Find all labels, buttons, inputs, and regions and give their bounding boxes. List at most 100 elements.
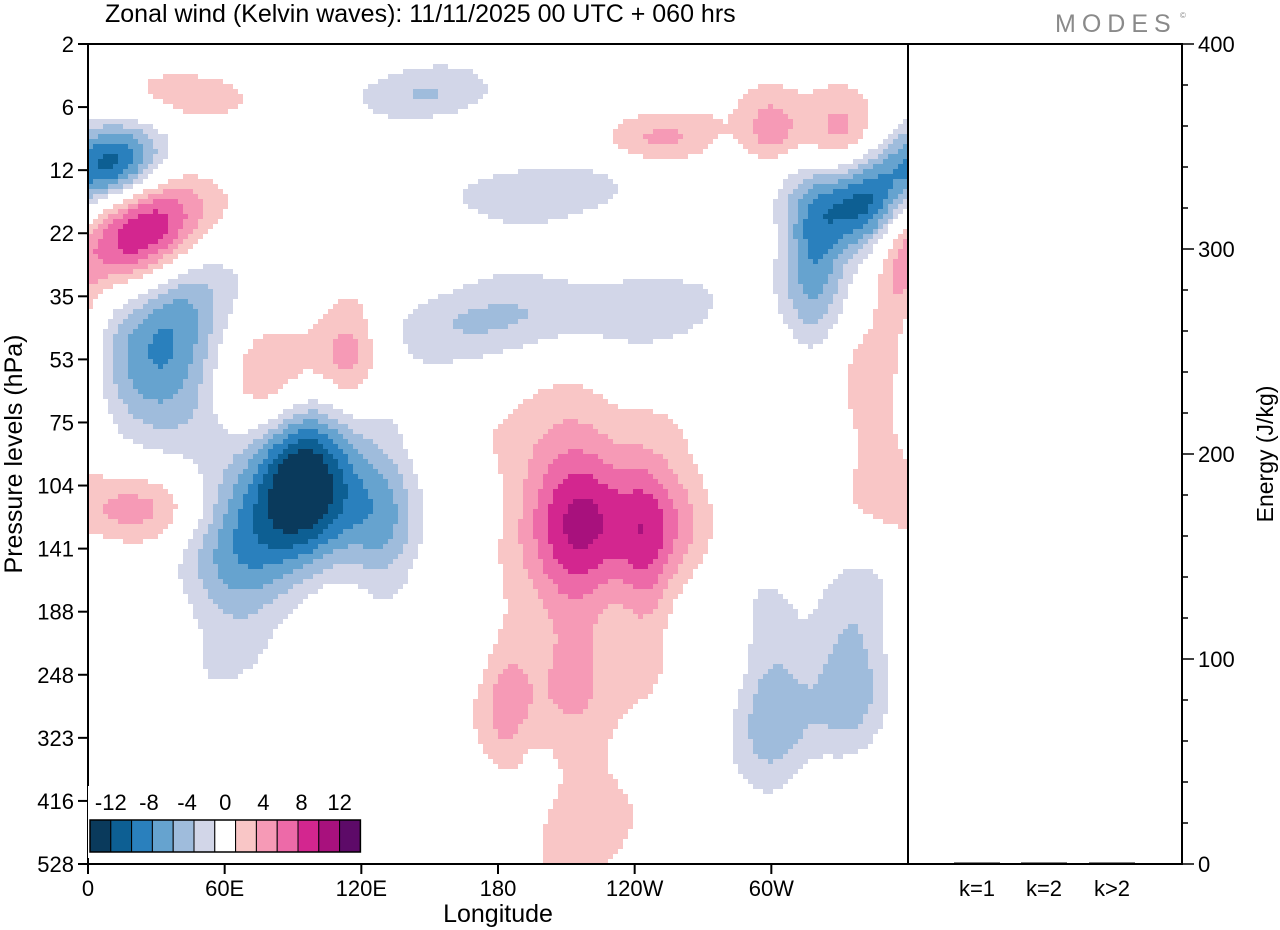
heatmap-cell xyxy=(748,719,863,724)
heatmap-cell xyxy=(318,429,338,434)
heatmap-cell xyxy=(553,629,593,634)
heatmap-cell xyxy=(803,289,823,294)
heatmap-cell xyxy=(848,624,858,629)
heatmap-cell xyxy=(208,669,243,674)
heatmap-cell xyxy=(248,564,263,569)
heatmap-cell xyxy=(323,374,368,379)
heatmap-cell xyxy=(398,504,408,509)
heatmap-cell xyxy=(788,269,798,274)
heatmap-cell xyxy=(863,639,883,644)
heatmap-cell xyxy=(203,494,218,499)
heatmap-cell xyxy=(623,579,658,584)
heatmap-cell xyxy=(198,464,228,469)
heatmap-cell xyxy=(183,584,203,589)
heatmap-cell xyxy=(268,449,283,454)
y-tick-label: 323 xyxy=(37,726,74,751)
heatmap-cell xyxy=(638,614,643,619)
heatmap-cell xyxy=(223,474,238,479)
heatmap-cell xyxy=(563,419,578,424)
heatmap-cell xyxy=(538,389,593,394)
heatmap-cell xyxy=(113,314,128,319)
heatmap-cell xyxy=(178,229,193,234)
heatmap-cell xyxy=(873,314,908,319)
heatmap-cell xyxy=(118,179,133,184)
energy-category-label: k>2 xyxy=(1094,876,1130,901)
heatmap-cell xyxy=(143,304,163,309)
heatmap-cell xyxy=(88,269,133,274)
heatmap-cell xyxy=(183,109,228,114)
heatmap-cell xyxy=(613,134,643,139)
heatmap-cell xyxy=(293,569,323,574)
heatmap-cell xyxy=(113,354,128,359)
heatmap-cell xyxy=(138,199,153,204)
heatmap-cell xyxy=(583,594,663,599)
heatmap-cell xyxy=(308,329,368,334)
heatmap-cell xyxy=(478,694,493,699)
heatmap-cell xyxy=(413,94,438,99)
heatmap-cell xyxy=(333,339,358,344)
heatmap-cell xyxy=(633,564,648,569)
heatmap-cell xyxy=(668,579,688,584)
heatmap-cell xyxy=(553,424,593,429)
heatmap-cell xyxy=(548,669,593,674)
heatmap-cell xyxy=(753,624,848,629)
heatmap-cell xyxy=(483,744,608,749)
heatmap-cell xyxy=(638,524,643,529)
heatmap-cell xyxy=(103,124,123,129)
heatmap-cell xyxy=(888,194,898,199)
heatmap-cell xyxy=(488,654,553,659)
heatmap-cell xyxy=(548,529,563,534)
heatmap-cell xyxy=(848,184,893,189)
heatmap-cell xyxy=(883,259,893,264)
heatmap-cell xyxy=(398,469,413,474)
heatmap-cell xyxy=(643,154,688,159)
heatmap-cell xyxy=(358,339,373,344)
colorbar-swatch xyxy=(193,819,216,853)
heatmap-cell xyxy=(233,549,313,554)
heatmap-cell xyxy=(203,509,213,514)
heatmap-cell xyxy=(283,429,298,434)
heatmap-cell xyxy=(273,519,318,524)
heatmap-cell xyxy=(663,519,678,524)
heatmap-cell xyxy=(808,214,823,219)
heatmap-cell xyxy=(853,409,893,414)
heatmap-cell xyxy=(733,749,753,754)
heatmap-cell xyxy=(808,684,813,689)
heatmap-cell xyxy=(623,604,658,609)
heatmap-cell xyxy=(553,699,588,704)
heatmap-cell xyxy=(408,504,423,509)
heatmap-cell xyxy=(763,789,773,794)
heatmap-cell xyxy=(188,539,203,544)
heatmap-cell xyxy=(118,154,133,159)
heatmap-cell xyxy=(733,714,748,719)
heatmap-cell xyxy=(688,549,708,554)
heatmap-cell xyxy=(863,719,883,724)
heatmap-cell xyxy=(258,424,278,429)
heatmap-cell xyxy=(203,659,258,664)
heatmap-cell xyxy=(743,674,763,679)
heatmap-cell xyxy=(828,124,848,129)
heatmap-cell xyxy=(663,514,678,519)
heatmap-cell xyxy=(753,124,793,129)
heatmap-cell xyxy=(533,699,553,704)
heatmap-cell xyxy=(98,279,128,284)
heatmap-cell xyxy=(373,464,398,469)
heatmap-cell xyxy=(198,399,213,404)
heatmap-cell xyxy=(853,494,908,499)
heatmap-cell xyxy=(878,284,893,289)
heatmap-cell xyxy=(203,369,213,374)
heatmap-cell xyxy=(488,659,553,664)
heatmap-cell xyxy=(793,329,828,334)
heatmap-cell xyxy=(683,134,718,139)
heatmap-cell xyxy=(503,619,553,624)
heatmap-cell xyxy=(878,279,893,284)
heatmap-cell xyxy=(603,529,638,534)
heatmap-cell xyxy=(478,734,498,739)
heatmap-cell xyxy=(753,629,843,634)
heatmap-cell xyxy=(848,169,863,174)
heatmap-cell xyxy=(553,754,608,759)
heatmap-cell xyxy=(798,184,813,189)
heatmap-cell xyxy=(148,299,173,304)
heatmap-cell xyxy=(223,524,238,529)
heatmap-cell xyxy=(373,499,393,504)
